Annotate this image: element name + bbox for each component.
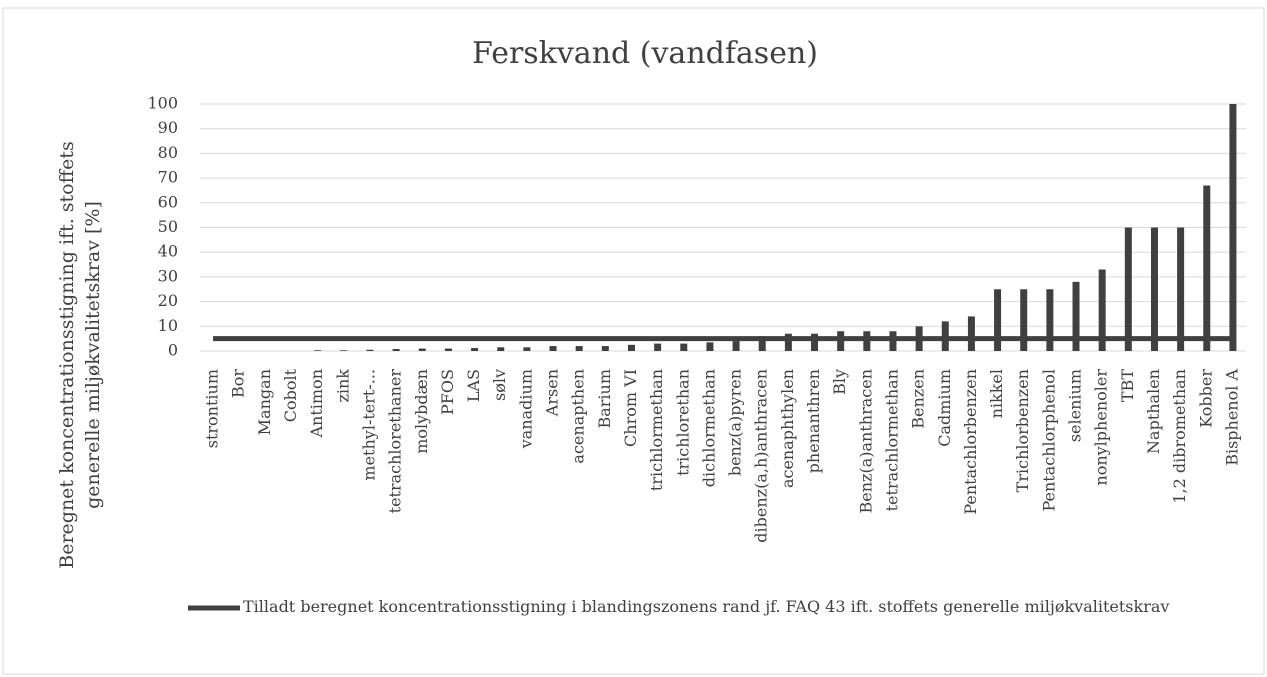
bar [732,341,740,351]
x-tick-label: Barium [595,369,614,429]
x-tick-label: Antimon [307,369,326,439]
y-tick-label: 10 [158,316,178,335]
bar [549,346,557,351]
x-tick-label: Bor [229,369,248,398]
bar [1072,281,1080,351]
bar [811,333,819,351]
y-tick-label: 30 [158,266,178,285]
bar [366,349,374,351]
bar [627,344,635,351]
x-tick-label: LAS [464,369,483,402]
x-tick-label: zink [333,369,352,403]
legend-label: Tilladt beregnet koncentrationsstigning … [243,597,1170,616]
x-tick-label: tetrachlorethaner [386,369,405,514]
x-tick-label: selenium [1066,369,1085,442]
y-tick-label: 50 [158,217,178,236]
y-axis-label-line: generelle miljøkvalitetskrav [%] [82,201,104,509]
bar [575,346,583,351]
y-tick-label: 90 [158,118,178,137]
bar [784,333,792,351]
bar [1046,289,1054,351]
x-tick-label: trichlormethan [647,369,666,491]
bar [1177,227,1185,351]
bar [314,350,322,351]
x-tick-label: nonylphenoler [1092,369,1111,486]
x-tick-label: methyl-tert-... [359,369,378,481]
x-tick-label: trichlorethan [673,369,692,476]
x-tick-label: Chrom VI [621,369,640,447]
x-tick-label: Pentachlorphenol [1039,369,1058,512]
chart-border [2,7,1265,675]
x-tick-label: nikkel [987,369,1006,418]
chart-title: Ferskvand (vandfasen) [472,36,818,71]
x-tick-label: Cobolt [281,368,300,422]
x-tick-label: Arsen [543,369,562,417]
x-tick-label: Benz(a)anthracen [856,369,875,513]
x-tick-label: acenapthen [569,369,588,464]
bar [1020,289,1028,351]
x-tick-label: sølv [490,369,509,401]
x-tick-label: Mangan [255,369,274,435]
x-tick-label: Pentachlorbenzen [961,369,980,515]
x-tick-label: phenanthren [804,369,823,473]
bar [523,347,531,351]
bar [967,316,975,351]
y-tick-label: 20 [158,291,178,310]
x-tick-label: benz(a)pyren [726,369,745,476]
y-tick-label: 40 [158,242,178,261]
x-tick-label: Bly [830,369,849,395]
x-tick-label: dichlormethan [699,369,718,487]
y-tick-label: 60 [158,192,178,211]
x-tick-label: Kobber [1196,369,1215,428]
bar [758,336,766,351]
bar [497,347,505,351]
y-tick-label: 0 [168,341,178,360]
bar [392,349,400,351]
bar [1150,227,1158,351]
bar [471,348,479,351]
x-tick-label: PFOS [438,369,457,415]
x-tick-label: tetrachlormethan [882,369,901,511]
bar [680,343,688,351]
x-tick-label: Benzen [909,369,928,429]
bar [994,289,1002,351]
x-tick-label: TBT [1118,369,1137,402]
bar [654,343,662,351]
bar [1229,104,1237,351]
bar [601,346,609,351]
x-tick-label: strontium [203,369,222,448]
bar [444,348,452,351]
bar [418,348,426,351]
x-tick-label: molybdæn [412,369,431,454]
x-tick-label: Napthalen [1144,369,1163,454]
x-tick-label: 1,2 dibromethan [1170,369,1189,504]
y-tick-label: 100 [147,94,178,113]
bar [1203,185,1211,351]
bar [706,342,714,351]
y-axis-label-line: Beregnet koncentrationsstigning ift. sto… [56,141,78,569]
bar [1124,227,1132,351]
x-tick-label: Cadmium [935,369,954,447]
x-tick-label: Bisphenol A [1222,369,1241,466]
x-tick-label: acenaphthylen [778,369,797,488]
y-tick-label: 80 [158,143,178,162]
y-axis-label: Beregnet koncentrationsstigning ift. sto… [56,141,104,569]
x-tick-label: dibenz(a,h)anthracen [752,369,771,543]
x-tick-label: Trichlorbenzen [1013,369,1032,492]
bar [340,350,348,351]
bar [1098,269,1106,351]
x-tick-label: vanadium [516,369,535,449]
y-tick-label: 70 [158,168,178,187]
